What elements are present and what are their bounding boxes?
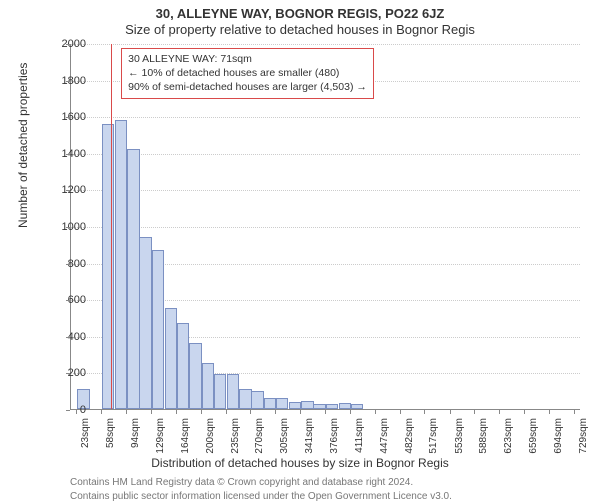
y-tick-mark: [66, 81, 70, 82]
x-tick-mark: [424, 410, 425, 414]
histogram-bar: [115, 120, 127, 409]
gridline: [71, 117, 580, 118]
histogram-bar: [351, 404, 363, 409]
x-tick-label: 376sqm: [329, 418, 340, 458]
y-tick-mark: [66, 337, 70, 338]
x-tick-label: 623sqm: [503, 418, 514, 458]
x-tick-label: 164sqm: [180, 418, 191, 458]
histogram-bar: [276, 398, 288, 409]
x-tick-mark: [524, 410, 525, 414]
y-tick-mark: [66, 117, 70, 118]
x-axis-label: Distribution of detached houses by size …: [0, 456, 600, 470]
histogram-bar: [313, 404, 325, 409]
histogram-bar: [227, 374, 239, 409]
marker-annotation: 30 ALLEYNE WAY: 71sqm ← 10% of detached …: [121, 48, 374, 99]
x-tick-label: 235sqm: [230, 418, 241, 458]
x-tick-label: 659sqm: [528, 418, 539, 458]
x-tick-label: 341sqm: [304, 418, 315, 458]
footer-line-2: Contains public sector information licen…: [70, 490, 452, 503]
x-tick-mark: [300, 410, 301, 414]
histogram-bar: [165, 308, 177, 409]
x-tick-label: 447sqm: [379, 418, 390, 458]
x-tick-label: 129sqm: [155, 418, 166, 458]
x-tick-label: 553sqm: [454, 418, 465, 458]
x-tick-mark: [201, 410, 202, 414]
x-tick-mark: [226, 410, 227, 414]
x-tick-mark: [474, 410, 475, 414]
annotation-line-2: ← 10% of detached houses are smaller (48…: [128, 66, 367, 80]
y-axis-label: Number of detached properties: [16, 63, 30, 228]
y-tick-mark: [66, 264, 70, 265]
gridline: [71, 190, 580, 191]
histogram-bar: [139, 237, 151, 409]
x-tick-mark: [275, 410, 276, 414]
x-tick-label: 305sqm: [279, 418, 290, 458]
x-tick-label: 270sqm: [254, 418, 265, 458]
gridline: [71, 227, 580, 228]
x-tick-mark: [76, 410, 77, 414]
property-marker-line: [111, 44, 112, 409]
gridline: [71, 44, 580, 45]
annotation-line-3: 90% of semi-detached houses are larger (…: [128, 80, 367, 94]
histogram-bar: [189, 343, 201, 409]
histogram-bar: [152, 250, 164, 409]
x-tick-label: 200sqm: [205, 418, 216, 458]
y-tick-mark: [66, 300, 70, 301]
histogram-bar: [326, 404, 338, 409]
x-tick-label: 588sqm: [478, 418, 489, 458]
x-tick-mark: [325, 410, 326, 414]
annotation-line-1: 30 ALLEYNE WAY: 71sqm: [128, 52, 367, 66]
x-tick-mark: [574, 410, 575, 414]
histogram-bar: [214, 374, 226, 409]
x-tick-label: 729sqm: [578, 418, 589, 458]
x-tick-mark: [250, 410, 251, 414]
page-subtitle: Size of property relative to detached ho…: [0, 22, 600, 37]
y-tick-mark: [66, 373, 70, 374]
y-tick-mark: [66, 154, 70, 155]
histogram-bar: [177, 323, 189, 409]
histogram-bar: [301, 401, 313, 409]
y-tick-mark: [66, 227, 70, 228]
x-tick-label: 94sqm: [130, 418, 141, 458]
x-tick-mark: [176, 410, 177, 414]
attribution-footer: Contains HM Land Registry data © Crown c…: [70, 476, 452, 503]
x-tick-label: 694sqm: [553, 418, 564, 458]
x-tick-mark: [350, 410, 351, 414]
x-tick-label: 517sqm: [428, 418, 439, 458]
x-tick-mark: [450, 410, 451, 414]
x-tick-mark: [549, 410, 550, 414]
histogram-bar: [239, 389, 251, 409]
x-tick-label: 411sqm: [354, 418, 365, 458]
footer-line-1: Contains HM Land Registry data © Crown c…: [70, 476, 452, 490]
y-tick-mark: [66, 44, 70, 45]
x-tick-mark: [151, 410, 152, 414]
histogram-bar: [264, 398, 276, 409]
gridline: [71, 154, 580, 155]
x-tick-mark: [400, 410, 401, 414]
histogram-bar: [251, 391, 263, 409]
x-tick-label: 23sqm: [80, 418, 91, 458]
x-tick-mark: [126, 410, 127, 414]
x-tick-mark: [101, 410, 102, 414]
histogram-plot: 30 ALLEYNE WAY: 71sqm ← 10% of detached …: [70, 44, 580, 410]
x-tick-mark: [499, 410, 500, 414]
x-tick-label: 58sqm: [105, 418, 116, 458]
histogram-bar: [102, 124, 114, 409]
histogram-bar: [289, 402, 301, 409]
x-tick-mark: [375, 410, 376, 414]
histogram-bar: [127, 149, 139, 409]
y-tick-mark: [66, 410, 70, 411]
x-tick-label: 482sqm: [404, 418, 415, 458]
y-tick-mark: [66, 190, 70, 191]
histogram-bar: [339, 403, 351, 409]
page-title: 30, ALLEYNE WAY, BOGNOR REGIS, PO22 6JZ: [0, 6, 600, 21]
histogram-bar: [202, 363, 214, 409]
